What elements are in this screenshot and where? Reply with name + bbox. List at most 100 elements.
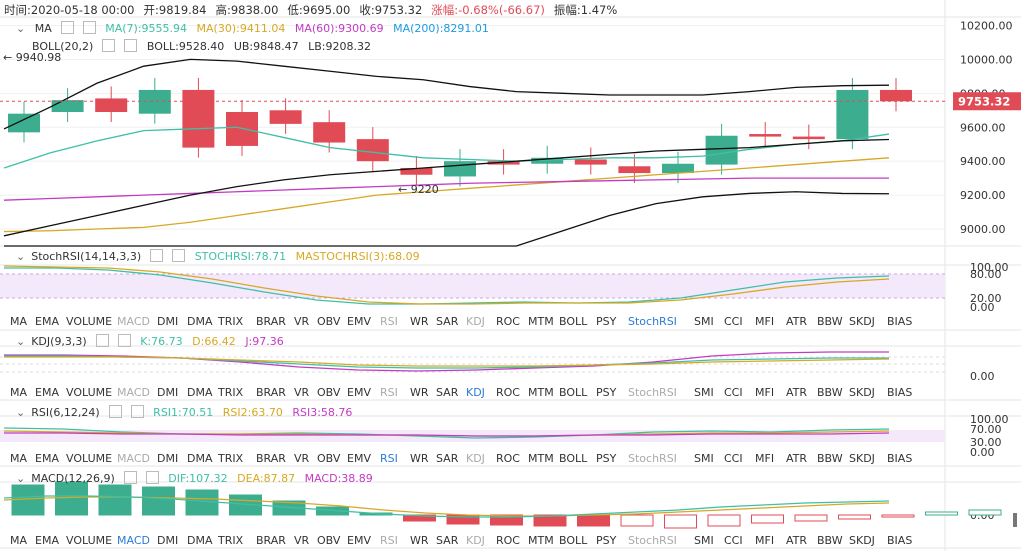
tab-atr[interactable]: ATR (786, 386, 808, 399)
tab-ma[interactable]: MA (10, 452, 28, 465)
tab-psy[interactable]: PSY (596, 452, 617, 465)
tab-volume[interactable]: VOLUME (66, 386, 113, 399)
tab-boll[interactable]: BOLL (559, 534, 588, 547)
tab-mtm[interactable]: MTM (528, 315, 554, 328)
tab-volume[interactable]: VOLUME (66, 534, 113, 547)
tab-atr[interactable]: ATR (786, 534, 808, 547)
tab-mtm[interactable]: MTM (528, 386, 554, 399)
chevron-down-icon[interactable]: ⌄ (16, 406, 26, 419)
tab-wr[interactable]: WR (410, 386, 429, 399)
tab-stochrsi[interactable]: StochRSI (628, 452, 677, 465)
tab-emv[interactable]: EMV (347, 386, 371, 399)
tab-macd[interactable]: MACD (117, 315, 150, 328)
chevron-down-icon[interactable]: ⌄ (16, 22, 26, 35)
tab-ema[interactable]: EMA (35, 315, 59, 328)
tab-smi[interactable]: SMI (694, 452, 714, 465)
tab-bbw[interactable]: BBW (817, 452, 843, 465)
tab-kdj[interactable]: KDJ (466, 386, 485, 399)
tab-mfi[interactable]: MFI (755, 452, 775, 465)
close-icon[interactable] (130, 405, 144, 418)
settings-icon[interactable] (95, 334, 109, 347)
tab-dmi[interactable]: DMI (157, 315, 179, 328)
tab-ma[interactable]: MA (10, 315, 28, 328)
tab-ema[interactable]: EMA (35, 534, 59, 547)
tab-mfi[interactable]: MFI (755, 315, 775, 328)
tab-psy[interactable]: PSY (596, 534, 617, 547)
tab-trix[interactable]: TRIX (218, 452, 244, 465)
tab-rsi[interactable]: RSI (380, 386, 398, 399)
tab-dma[interactable]: DMA (187, 534, 213, 547)
close-icon[interactable] (82, 21, 96, 34)
tab-roc[interactable]: ROC (496, 386, 520, 399)
tab-volume[interactable]: VOLUME (66, 452, 113, 465)
tab-obv[interactable]: OBV (317, 386, 341, 399)
tab-stochrsi[interactable]: StochRSI (628, 534, 677, 547)
tab-brar[interactable]: BRAR (256, 534, 286, 547)
chevron-down-icon[interactable]: ⌄ (16, 472, 26, 485)
tab-bias[interactable]: BIAS (887, 386, 913, 399)
tab-vr[interactable]: VR (294, 386, 310, 399)
tab-bias[interactable]: BIAS (887, 452, 913, 465)
tab-rsi[interactable]: RSI (380, 534, 398, 547)
tab-wr[interactable]: WR (410, 315, 429, 328)
tab-wr[interactable]: WR (410, 534, 429, 547)
tab-rsi[interactable]: RSI (380, 315, 398, 328)
tab-mfi[interactable]: MFI (755, 534, 775, 547)
tab-dmi[interactable]: DMI (157, 386, 179, 399)
tab-stochrsi[interactable]: StochRSI (628, 386, 677, 399)
tab-mtm[interactable]: MTM (528, 452, 554, 465)
tab-roc[interactable]: ROC (496, 534, 520, 547)
tab-cci[interactable]: CCI (724, 386, 743, 399)
tab-smi[interactable]: SMI (694, 534, 714, 547)
tab-ma[interactable]: MA (10, 534, 28, 547)
close-icon[interactable] (117, 334, 131, 347)
tab-boll[interactable]: BOLL (559, 315, 588, 328)
tab-dma[interactable]: DMA (187, 386, 213, 399)
tab-trix[interactable]: TRIX (218, 534, 244, 547)
tab-dma[interactable]: DMA (187, 315, 213, 328)
tab-roc[interactable]: ROC (496, 315, 520, 328)
tab-bias[interactable]: BIAS (887, 315, 913, 328)
tab-boll[interactable]: BOLL (559, 452, 588, 465)
chevron-down-icon[interactable]: ⌄ (16, 335, 26, 348)
tab-vr[interactable]: VR (294, 534, 310, 547)
tab-cci[interactable]: CCI (724, 534, 743, 547)
tab-mtm[interactable]: MTM (528, 534, 554, 547)
tab-kdj[interactable]: KDJ (466, 452, 485, 465)
settings-icon[interactable] (102, 39, 116, 52)
tab-ema[interactable]: EMA (35, 386, 59, 399)
tab-macd[interactable]: MACD (117, 386, 150, 399)
close-icon[interactable] (145, 471, 159, 484)
tab-stochrsi[interactable]: StochRSI (628, 315, 677, 328)
tab-roc[interactable]: ROC (496, 452, 520, 465)
tab-smi[interactable]: SMI (694, 386, 714, 399)
tab-sar[interactable]: SAR (436, 534, 459, 547)
tab-bbw[interactable]: BBW (817, 534, 843, 547)
tab-volume[interactable]: VOLUME (66, 315, 113, 328)
tab-kdj[interactable]: KDJ (466, 534, 485, 547)
tab-mfi[interactable]: MFI (755, 386, 775, 399)
tab-obv[interactable]: OBV (317, 452, 341, 465)
tab-atr[interactable]: ATR (786, 315, 808, 328)
tab-macd[interactable]: MACD (117, 534, 150, 547)
tab-emv[interactable]: EMV (347, 315, 371, 328)
tab-rsi[interactable]: RSI (380, 452, 398, 465)
tab-sar[interactable]: SAR (436, 315, 459, 328)
tab-emv[interactable]: EMV (347, 534, 371, 547)
tab-vr[interactable]: VR (294, 452, 310, 465)
tab-atr[interactable]: ATR (786, 452, 808, 465)
tab-bbw[interactable]: BBW (817, 386, 843, 399)
tab-skdj[interactable]: SKDJ (849, 315, 875, 328)
tab-kdj[interactable]: KDJ (466, 315, 485, 328)
tab-ema[interactable]: EMA (35, 452, 59, 465)
chevron-down-icon[interactable]: ⌄ (16, 250, 26, 263)
tab-bbw[interactable]: BBW (817, 315, 843, 328)
tab-sar[interactable]: SAR (436, 386, 459, 399)
tab-skdj[interactable]: SKDJ (849, 534, 875, 547)
tab-obv[interactable]: OBV (317, 534, 341, 547)
tab-brar[interactable]: BRAR (256, 315, 286, 328)
tab-smi[interactable]: SMI (694, 315, 714, 328)
settings-icon[interactable] (108, 405, 122, 418)
tab-cci[interactable]: CCI (724, 452, 743, 465)
